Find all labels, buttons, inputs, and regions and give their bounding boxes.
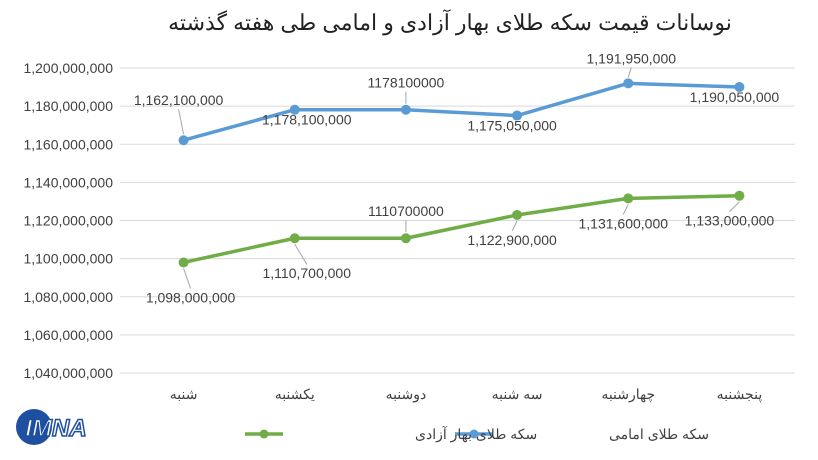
leader-line bbox=[627, 67, 632, 78]
x-tick-label: سه شنبه bbox=[492, 386, 543, 402]
legend-label: سکه طلای امامی bbox=[609, 426, 709, 442]
x-tick-label: دوشنبه bbox=[386, 386, 427, 403]
y-tick-label: 1,080,000,000 bbox=[23, 289, 113, 305]
data-point bbox=[178, 257, 189, 268]
legend-label: سکه طلای بهار آزادی bbox=[415, 425, 537, 443]
y-tick-label: 1,100,000,000 bbox=[23, 251, 113, 267]
data-point bbox=[734, 81, 745, 92]
data-label: 1,122,900,000 bbox=[467, 232, 557, 248]
y-tick-label: 1,120,000,000 bbox=[23, 213, 113, 229]
y-tick-label: 1,200,000,000 bbox=[23, 60, 113, 76]
data-point bbox=[289, 233, 300, 244]
x-tick-label: پنجشنبه bbox=[717, 386, 763, 403]
data-point bbox=[623, 193, 634, 204]
legend-marker bbox=[259, 429, 269, 439]
leader-line bbox=[511, 220, 518, 232]
data-point bbox=[178, 135, 189, 146]
x-tick-label: یکشنبه bbox=[275, 386, 315, 402]
chart-title: نوسانات قیمت سکه طلای بهار آزادی و امامی… bbox=[168, 9, 732, 36]
data-label: 1,131,600,000 bbox=[578, 215, 668, 231]
y-tick-label: 1,180,000,000 bbox=[23, 98, 113, 114]
data-label: 1,191,950,000 bbox=[586, 50, 676, 66]
leader-line bbox=[294, 243, 308, 265]
data-label: 1,175,050,000 bbox=[467, 118, 557, 134]
leader-line bbox=[183, 268, 192, 289]
data-point bbox=[400, 233, 411, 244]
data-point bbox=[289, 104, 300, 115]
x-tick-label: چهارشنبه bbox=[601, 386, 655, 403]
data-label: 1,133,000,000 bbox=[685, 213, 775, 229]
imna-logo: IMNA bbox=[16, 409, 87, 445]
leader-line bbox=[622, 204, 629, 215]
y-tick-label: 1,140,000,000 bbox=[23, 174, 113, 190]
legend-marker bbox=[469, 429, 479, 439]
data-point bbox=[400, 104, 411, 115]
series-line bbox=[183, 193, 740, 265]
data-point bbox=[623, 78, 634, 89]
data-label: 1,110,700,000 bbox=[263, 265, 352, 281]
data-label: 1110700000 bbox=[368, 203, 444, 219]
leader-line bbox=[729, 201, 740, 213]
leader-line bbox=[178, 109, 185, 135]
data-point bbox=[734, 190, 745, 201]
svg-text:IMNA: IMNA bbox=[25, 415, 86, 442]
data-label: 1,178,100,000 bbox=[262, 112, 352, 128]
data-label: 1,098,000,000 bbox=[146, 289, 236, 305]
data-label: 1,190,050,000 bbox=[690, 89, 780, 105]
y-tick-label: 1,060,000,000 bbox=[23, 327, 113, 343]
series-line bbox=[183, 81, 740, 142]
data-point bbox=[512, 110, 523, 121]
x-tick-label: شنبه bbox=[170, 386, 198, 402]
data-point bbox=[512, 209, 523, 220]
y-tick-label: 1,160,000,000 bbox=[23, 136, 113, 152]
data-label: 1,162,100,000 bbox=[134, 92, 224, 108]
data-label: 1178100000 bbox=[368, 75, 445, 91]
y-tick-label: 1,040,000,000 bbox=[23, 365, 113, 381]
